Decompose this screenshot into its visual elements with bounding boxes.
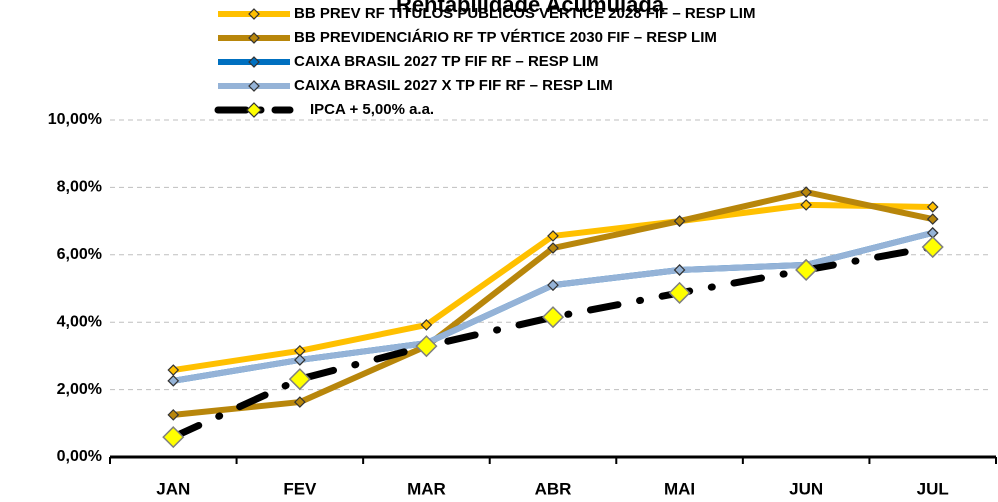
y-tick-label: 0,00% xyxy=(57,448,102,465)
data-marker xyxy=(800,186,812,198)
y-tick-label: 6,00% xyxy=(57,246,102,263)
x-tick-label: ABR xyxy=(535,479,572,498)
chart-title: Rentabilidade Acumulada xyxy=(396,0,665,17)
data-marker xyxy=(547,279,559,291)
data-marker xyxy=(294,354,306,366)
legend-marker xyxy=(248,80,260,92)
data-marker xyxy=(800,199,812,211)
legend-marker xyxy=(246,102,262,118)
data-marker xyxy=(921,235,944,259)
series-line xyxy=(169,243,937,441)
x-tick-label: JUL xyxy=(917,479,949,498)
y-tick-label: 2,00% xyxy=(57,381,102,398)
data-marker xyxy=(167,374,180,387)
x-tick-label: MAR xyxy=(407,479,446,498)
data-marker xyxy=(288,368,311,391)
x-tick-label: JUN xyxy=(789,479,823,498)
x-tick-label: JAN xyxy=(156,479,190,498)
data-marker xyxy=(415,335,438,358)
data-marker xyxy=(162,426,185,449)
legend-label: BB PREVIDENCIÁRIO RF TP VÉRTICE 2030 FIF… xyxy=(294,29,717,46)
data-marker xyxy=(673,215,686,227)
data-marker xyxy=(547,242,559,254)
data-marker xyxy=(795,258,818,282)
series-line xyxy=(172,189,934,418)
data-marker xyxy=(926,213,939,225)
legend-marker xyxy=(248,56,260,68)
x-tick-label: MAI xyxy=(664,479,695,498)
data-marker xyxy=(668,281,691,304)
legend-label: BB PREV RF TÍTULOS PÚBLICOS VÉRTICE 2028… xyxy=(294,4,755,22)
x-tick-label: FEV xyxy=(283,479,317,498)
data-marker xyxy=(547,230,559,242)
y-tick-label: 8,00% xyxy=(57,179,102,196)
data-marker xyxy=(294,396,306,408)
data-marker xyxy=(541,306,565,329)
data-marker xyxy=(673,264,686,276)
data-marker xyxy=(420,319,433,331)
legend-marker xyxy=(248,32,260,44)
legend-label: CAIXA BRASIL 2027 TP FIF RF – RESP LIM xyxy=(294,53,599,70)
data-marker xyxy=(167,409,180,421)
y-tick-label: 10,00% xyxy=(48,111,102,128)
legend-label: CAIXA BRASIL 2027 X TP FIF RF – RESP LIM xyxy=(294,77,613,94)
data-marker xyxy=(926,201,939,213)
y-tick-label: 4,00% xyxy=(57,313,102,330)
legend-marker xyxy=(248,8,260,20)
legend-label: IPCA + 5,00% a.a. xyxy=(310,101,434,118)
